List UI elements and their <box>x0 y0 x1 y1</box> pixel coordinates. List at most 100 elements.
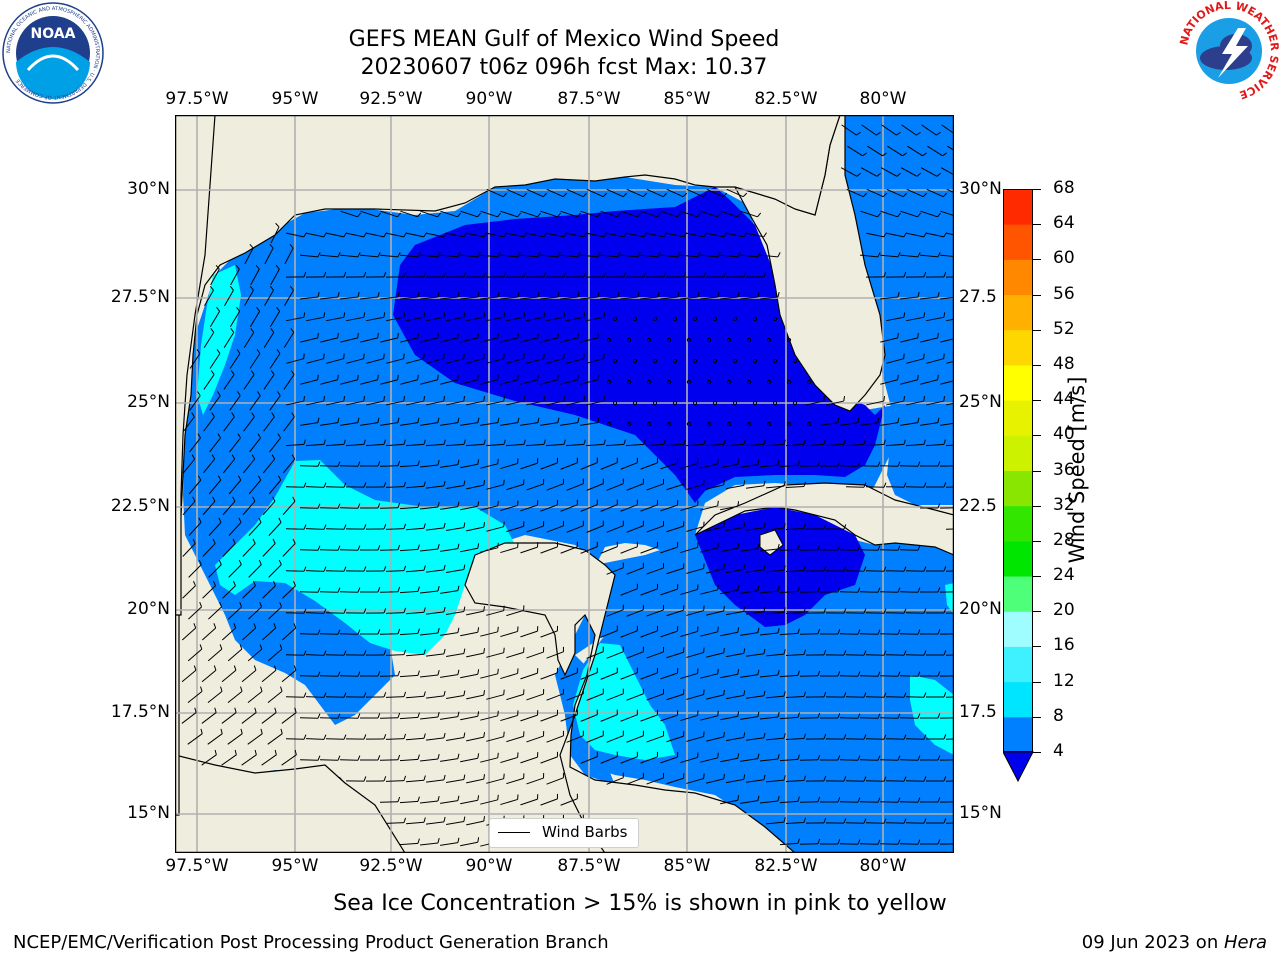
colorbar-segment <box>1003 716 1033 753</box>
wind-barb <box>700 584 719 595</box>
wind-barb <box>920 374 939 385</box>
wind-barb <box>752 400 758 406</box>
colorbar-tick-mark <box>1033 716 1041 718</box>
wind-barb <box>345 439 366 447</box>
wind-barb <box>500 210 522 218</box>
wind-barb <box>660 458 679 470</box>
wind-barb <box>440 711 460 720</box>
wind-barb <box>560 457 578 470</box>
wind-barb <box>606 730 624 743</box>
wind-barb <box>740 585 760 594</box>
wind-barb <box>264 243 274 265</box>
wind-barb <box>526 232 547 238</box>
wind-barb <box>899 587 921 593</box>
wind-barb <box>505 271 527 278</box>
wind-barb <box>365 650 387 656</box>
wind-barb <box>340 374 359 385</box>
wind-barb <box>201 749 217 766</box>
noaa-logo-icon: NOAA NATIONAL OCEANIC AND ATMOSPHERIC AD… <box>2 2 104 104</box>
wind-barb <box>319 545 341 551</box>
wind-barb <box>419 838 440 846</box>
legend: Wind Barbs <box>489 818 639 848</box>
colorbar-segment <box>1003 540 1033 577</box>
wind-barb <box>739 252 761 258</box>
wind-barb <box>879 545 901 551</box>
wind-barb <box>779 544 800 552</box>
wind-barb <box>839 587 861 593</box>
wind-barb <box>666 521 685 533</box>
colorbar-tick-label: 40 <box>1053 424 1075 445</box>
wind-barb <box>779 586 800 594</box>
wind-barb <box>526 731 545 743</box>
wind-barb <box>486 773 505 784</box>
wind-barb <box>685 439 706 447</box>
wind-barb <box>779 460 800 468</box>
wind-barb <box>399 544 420 552</box>
tick-label: 95°W <box>271 89 319 109</box>
wind-barb <box>720 459 740 469</box>
colorbar-segment <box>1003 576 1033 612</box>
wind-barb <box>440 501 460 510</box>
wind-barb <box>446 312 466 322</box>
wind-barb <box>666 421 672 427</box>
wind-barb <box>181 707 197 724</box>
wind-barb <box>919 587 941 593</box>
wind-barb <box>379 252 401 258</box>
wind-barb <box>706 479 725 490</box>
colorbar-tick-mark <box>1033 540 1041 542</box>
wind-barb <box>640 625 658 638</box>
wind-barb <box>946 360 954 364</box>
wind-barb <box>486 396 506 406</box>
wind-barb <box>580 332 599 343</box>
wind-barb <box>325 439 346 447</box>
wind-barb <box>566 478 584 491</box>
tick-label: 30°N <box>959 179 1002 199</box>
wind-barb <box>247 686 263 703</box>
wind-barb <box>726 480 746 490</box>
wind-barb <box>805 565 827 572</box>
wind-barb <box>306 312 326 322</box>
wind-barb <box>207 728 223 745</box>
wind-barb <box>485 439 506 447</box>
wind-barb <box>182 496 196 516</box>
wind-barb <box>759 252 781 258</box>
wind-barb <box>600 709 618 722</box>
wind-barb <box>281 749 297 766</box>
wind-barb <box>286 312 306 322</box>
wind-barb <box>666 232 687 238</box>
wind-barb <box>640 210 662 218</box>
wind-barb <box>819 797 841 803</box>
wind-barb <box>559 252 581 258</box>
wind-barb <box>460 837 480 847</box>
wind-barb <box>586 730 604 743</box>
wind-barb <box>779 670 800 678</box>
wind-barb <box>859 545 881 551</box>
wind-barb <box>506 773 525 785</box>
wind-barb <box>899 629 921 635</box>
wind-barb <box>825 776 847 782</box>
wind-barb <box>406 353 425 364</box>
wind-barb <box>646 646 665 659</box>
wind-barb <box>405 271 427 278</box>
wind-barb <box>859 587 881 593</box>
wind-barb <box>652 400 658 406</box>
wind-barb <box>299 755 321 761</box>
wind-barb <box>286 353 305 364</box>
wind-barb <box>740 669 760 678</box>
wind-barb <box>268 559 282 578</box>
wind-barb <box>365 566 387 572</box>
wind-barb <box>460 501 480 511</box>
colorbar-segment <box>1003 681 1033 718</box>
colorbar-segment <box>1003 294 1033 331</box>
wind-barb <box>752 316 758 322</box>
wind-barb <box>692 316 698 322</box>
colorbar-tick-mark <box>1033 189 1041 190</box>
wind-barb <box>899 671 921 677</box>
wind-barb <box>805 775 827 782</box>
wind-barb <box>466 353 485 364</box>
wind-barb <box>466 396 486 406</box>
wind-barb <box>759 586 780 594</box>
wind-barb <box>546 646 564 659</box>
wind-barb <box>799 670 821 677</box>
wind-barb <box>945 276 954 278</box>
